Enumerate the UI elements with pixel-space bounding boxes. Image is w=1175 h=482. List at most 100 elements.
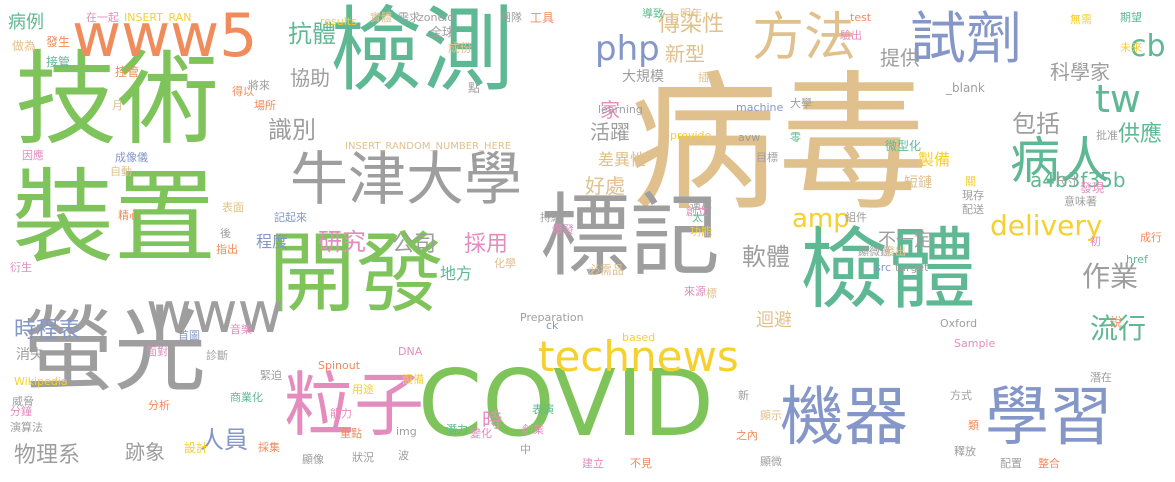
cloud-word: 新型 — [665, 42, 705, 66]
cloud-word: 研究 — [318, 228, 366, 256]
cloud-word: 顯微鏡 — [858, 245, 891, 258]
cloud-word: machine — [736, 101, 784, 114]
cloud-word: learning — [598, 103, 643, 116]
cloud-word: 物理系 — [14, 443, 81, 468]
cloud-word: 機器 — [780, 381, 908, 455]
cloud-word: provide — [670, 129, 712, 142]
cloud-word: cb — [1130, 29, 1166, 64]
cloud-word: 科學家 — [1050, 60, 1110, 84]
cloud-word: 需求 — [398, 11, 420, 24]
cloud-word: 技術 — [15, 41, 219, 160]
cloud-word: 發現 — [1080, 181, 1105, 195]
cloud-word: 抗體 — [288, 20, 336, 48]
cloud-word: 必需品 — [588, 263, 625, 277]
cloud-word: COVID — [418, 350, 714, 457]
cloud-word: 持續 — [540, 211, 562, 224]
cloud-word: Wikipedia — [14, 375, 68, 388]
cloud-word: 月 — [112, 99, 123, 112]
cloud-word: 能力 — [330, 407, 352, 420]
cloud-word: 指出 — [216, 243, 238, 256]
cloud-word: 大規模 — [622, 69, 664, 85]
cloud-word: 威脅 — [12, 395, 34, 408]
cloud-word: 螢光 — [22, 297, 207, 404]
cloud-word: 標 — [706, 287, 717, 300]
cloud-word: 採用 — [464, 232, 509, 257]
cloud-word: 精心 — [118, 209, 140, 222]
cloud-word: 病人 — [1010, 132, 1110, 190]
cloud-word: php — [595, 29, 660, 69]
cloud-word: 導致 — [642, 7, 664, 20]
cloud-word: amp — [792, 204, 850, 234]
cloud-word: 期望 — [1120, 11, 1142, 24]
cloud-word: 表演 — [532, 403, 554, 416]
cloud-word: 發生 — [46, 35, 71, 49]
cloud-word: technews — [538, 332, 739, 381]
cloud-word: DNA — [398, 345, 423, 358]
cloud-word: 不一定 — [878, 230, 932, 251]
cloud-word: 分鐘 — [10, 405, 32, 418]
cloud-word: 變化 — [470, 427, 492, 440]
cloud-word: 檢體 — [800, 218, 977, 321]
cloud-word: 傳染性 — [658, 12, 725, 37]
cloud-word: 整合 — [1038, 457, 1060, 470]
cloud-word: 衍生 — [10, 261, 32, 274]
cloud-word: 控管 — [115, 65, 140, 79]
cloud-word: 分析 — [148, 399, 170, 412]
cloud-word: 插入 — [698, 71, 720, 84]
cloud-word: 迴避 — [756, 310, 792, 331]
cloud-word: 微型化 — [885, 139, 922, 153]
cloud-word: 組件 — [845, 211, 867, 224]
cloud-word: INSERT_RAN — [124, 11, 192, 24]
cloud-word: 試劑 — [910, 7, 1022, 72]
cloud-word: 面對 — [146, 345, 168, 358]
cloud-word: 創業 — [522, 423, 544, 436]
cloud-word: 意味著 — [1064, 195, 1097, 208]
cloud-word: 記起來 — [274, 211, 307, 224]
cloud-word: based — [622, 331, 656, 344]
cloud-word: 潛力 — [446, 423, 468, 436]
cloud-word: 點 — [468, 81, 481, 95]
cloud-word: 商業化 — [230, 391, 263, 404]
cloud-word: 病例 — [8, 12, 44, 33]
cloud-word: zoneid — [418, 11, 455, 24]
cloud-word: 中 — [520, 443, 531, 456]
cloud-word: 場所 — [254, 99, 276, 112]
cloud-word: 成份 — [448, 41, 473, 55]
cloud-word: 好處 — [585, 174, 625, 198]
cloud-word: 顯微 — [760, 455, 782, 468]
cloud-word: 人員 — [200, 426, 248, 454]
cloud-word: 時程表 — [14, 318, 81, 343]
cloud-word: 關 — [965, 175, 976, 188]
cloud-word: 流行 — [1090, 312, 1147, 345]
cloud-word: 開發 — [268, 222, 445, 325]
cloud-word: _blank — [946, 81, 985, 95]
cloud-word: target — [895, 261, 929, 274]
cloud-word: tw — [1095, 77, 1141, 121]
cloud-word: 因應 — [22, 149, 44, 162]
cloud-word: href — [1126, 253, 1148, 266]
cloud-word: 演算法 — [10, 421, 43, 434]
cloud-word: 裝置 — [12, 159, 216, 278]
cloud-word: 功能 — [690, 225, 712, 238]
cloud-word: 說 — [1110, 315, 1123, 329]
cloud-word: 配送 — [962, 203, 984, 216]
cloud-word: 潛在 — [1090, 371, 1112, 384]
cloud-word: Oxford — [940, 317, 978, 330]
cloud-word: 學習 — [985, 381, 1113, 455]
cloud-word: 零 — [790, 131, 801, 144]
cloud-word: 成像儀 — [115, 151, 148, 164]
cloud-word: 全球 — [430, 25, 455, 39]
cloud-word: INSERT_RANDOM_NUMBER_HERE — [345, 141, 512, 152]
cloud-word: 協助 — [290, 66, 330, 90]
cloud-word: 緊迫 — [260, 369, 282, 382]
cloud-word: 創立 — [686, 205, 708, 218]
cloud-word: 配置 — [1000, 457, 1022, 470]
cloud-word: Spinout — [318, 359, 361, 372]
cloud-word: 狀況 — [352, 451, 374, 464]
cloud-word: delivery — [990, 209, 1103, 242]
cloud-word: 不見 — [630, 457, 652, 470]
cloud-word: 釋放 — [954, 445, 976, 458]
cloud-word: 爆發 — [552, 223, 574, 236]
cloud-word: 作業 — [1082, 260, 1139, 293]
cloud-word: 顯示 — [760, 409, 782, 422]
